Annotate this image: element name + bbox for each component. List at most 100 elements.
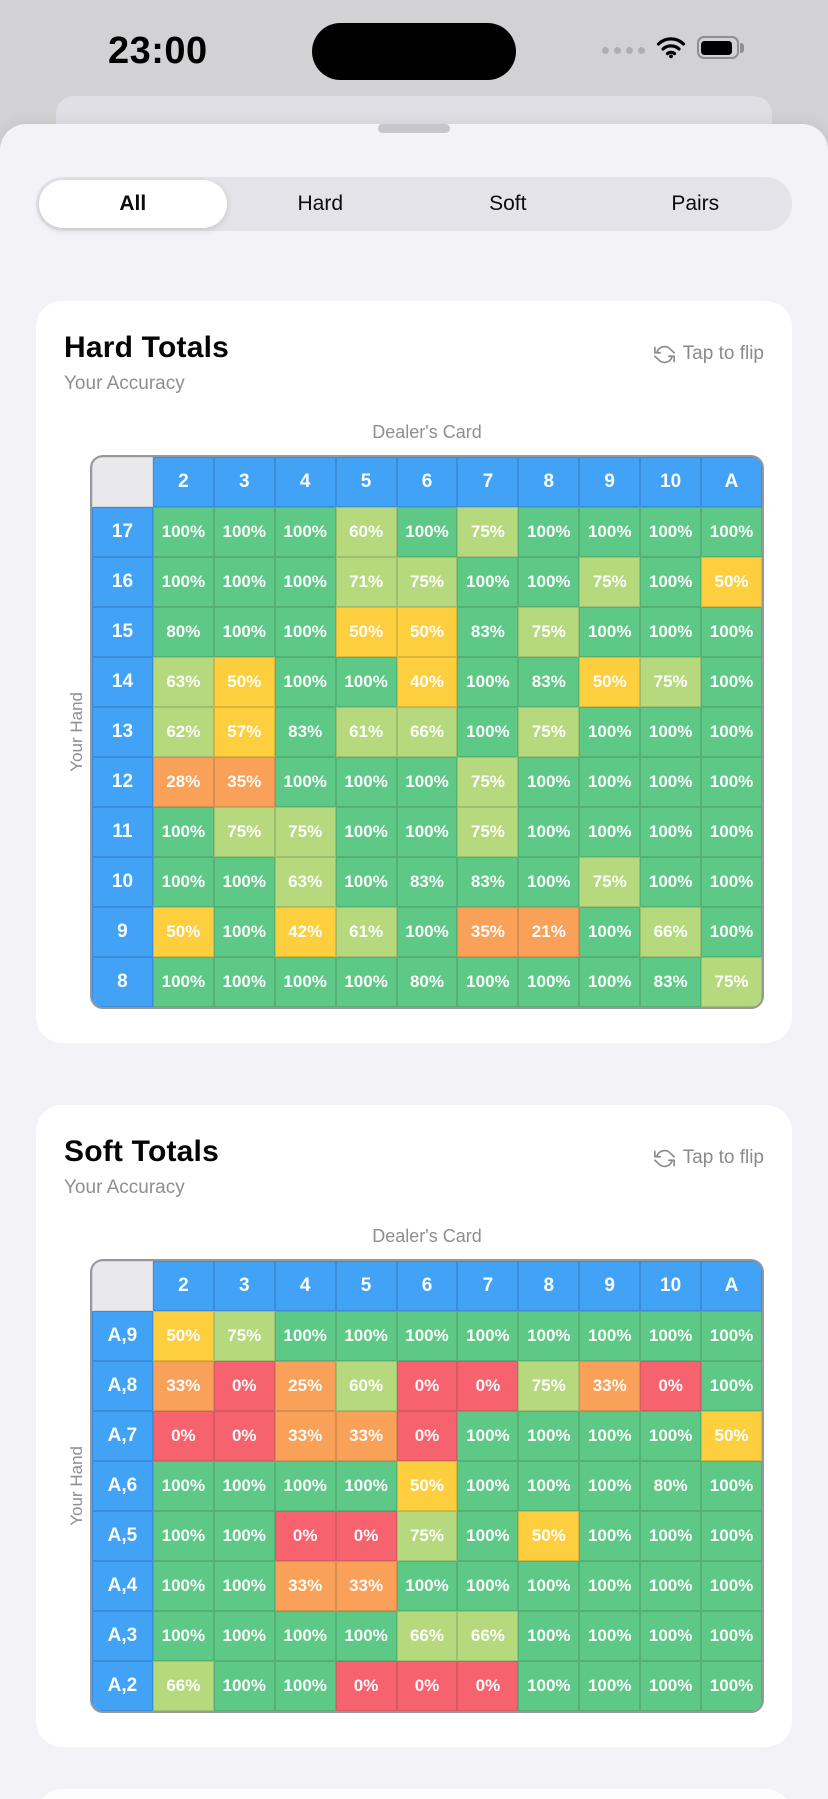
accuracy-cell-11-vs-7: 75% — [457, 807, 519, 857]
accuracy-cell-9-vs-2: 50% — [152, 907, 214, 957]
cards-list: Hard Totals Your Accuracy Tap to flip Deale… — [0, 301, 828, 1747]
card-titles: Soft Totals Your Accuracy — [64, 1135, 219, 1199]
accuracy-cell-14-vs-9: 50% — [579, 657, 641, 707]
accuracy-cell-10-vs-2: 100% — [152, 857, 214, 907]
tab-hard[interactable]: Hard — [297, 192, 344, 215]
status-time: 23:00 — [108, 30, 208, 72]
card-hard-totals[interactable]: Hard Totals Your Accuracy Tap to flip Deale… — [36, 301, 792, 1043]
flip-label: Tap to flip — [682, 1147, 764, 1168]
accuracy-cell-a-3-vs-5: 100% — [335, 1611, 397, 1661]
column-header-7: 7 — [457, 457, 519, 507]
accuracy-cell-10-vs-5: 100% — [335, 857, 397, 907]
card-subtitle: Your Accuracy — [64, 1177, 185, 1198]
card-subtitle: Your Accuracy — [64, 373, 185, 394]
accuracy-cell-a-4-vs-7: 100% — [457, 1561, 519, 1611]
row-label-17: 17 — [92, 507, 153, 557]
accuracy-cell-11-vs-3: 75% — [213, 807, 275, 857]
accuracy-cell-a-9-vs-8: 100% — [518, 1311, 580, 1361]
accuracy-cell-a-4-vs-6: 100% — [396, 1561, 458, 1611]
column-header-9: 9 — [579, 457, 641, 507]
accuracy-cell-8-vs-2: 100% — [152, 957, 214, 1007]
accuracy-cell-9-vs-a: 100% — [701, 907, 762, 957]
tab-soft[interactable]: Soft — [489, 192, 527, 215]
accuracy-cell-a-7-vs-5: 33% — [335, 1411, 397, 1461]
accuracy-cell-a-4-vs-a: 100% — [701, 1561, 762, 1611]
card-titles: Hard Totals Your Accuracy — [64, 331, 229, 395]
sheet-grabber[interactable] — [378, 124, 450, 133]
accuracy-cell-13-vs-9: 100% — [579, 707, 641, 757]
accuracy-cell-a-3-vs-8: 100% — [518, 1611, 580, 1661]
accuracy-cell-12-vs-a: 100% — [701, 757, 762, 807]
accuracy-cell-16-vs-a: 50% — [701, 557, 762, 607]
accuracy-cell-8-vs-a: 75% — [701, 957, 762, 1007]
accuracy-cell-15-vs-6: 50% — [396, 607, 458, 657]
accuracy-cell-11-vs-2: 100% — [152, 807, 214, 857]
segmented-control: All Hard Soft Pairs — [36, 177, 792, 231]
accuracy-cell-a-5-vs-4: 0% — [274, 1511, 336, 1561]
flip-control[interactable]: Tap to flip — [653, 343, 764, 365]
accuracy-cell-a-9-vs-10: 100% — [640, 1311, 702, 1361]
row-label-11: 11 — [92, 807, 153, 857]
accuracy-cell-13-vs-8: 75% — [518, 707, 580, 757]
accuracy-cell-14-vs-8: 83% — [518, 657, 580, 707]
accuracy-cell-8-vs-8: 100% — [518, 957, 580, 1007]
accuracy-cell-15-vs-5: 50% — [335, 607, 397, 657]
accuracy-cell-a-4-vs-2: 100% — [152, 1561, 214, 1611]
accuracy-cell-12-vs-10: 100% — [640, 757, 702, 807]
accuracy-cell-11-vs-a: 100% — [701, 807, 762, 857]
accuracy-cell-a-3-vs-2: 100% — [152, 1611, 214, 1661]
accuracy-table-zone: Your Hand 2 3 4 5 6 7 8 9 10 A 17 100% 100% 100% 60% 100… — [64, 455, 764, 1009]
accuracy-cell-a-7-vs-6: 0% — [396, 1411, 458, 1461]
accuracy-cell-17-vs-10: 100% — [640, 507, 702, 557]
card-soft-totals[interactable]: Soft Totals Your Accuracy Tap to flip Deale… — [36, 1105, 792, 1747]
accuracy-cell-9-vs-8: 21% — [518, 907, 580, 957]
column-header-a: A — [701, 1261, 762, 1311]
accuracy-cell-15-vs-7: 83% — [457, 607, 519, 657]
accuracy-cell-10-vs-a: 100% — [701, 857, 762, 907]
row-label-14: 14 — [92, 657, 153, 707]
accuracy-cell-9-vs-9: 100% — [579, 907, 641, 957]
accuracy-cell-14-vs-10: 75% — [640, 657, 702, 707]
flip-icon — [653, 1148, 675, 1169]
accuracy-cell-16-vs-7: 100% — [457, 557, 519, 607]
accuracy-cell-15-vs-a: 100% — [701, 607, 762, 657]
accuracy-cell-a-2-vs-8: 100% — [518, 1661, 580, 1711]
column-header-8: 8 — [518, 457, 580, 507]
accuracy-cell-14-vs-3: 50% — [213, 657, 275, 707]
accuracy-cell-14-vs-7: 100% — [457, 657, 519, 707]
sheet-stack-edge — [56, 96, 772, 126]
accuracy-cell-14-vs-6: 40% — [396, 657, 458, 707]
row-label-a-5: A,5 — [92, 1511, 153, 1561]
accuracy-cell-15-vs-9: 100% — [579, 607, 641, 657]
tab-all[interactable]: All — [39, 180, 227, 228]
accuracy-cell-16-vs-9: 75% — [579, 557, 641, 607]
accuracy-cell-a-9-vs-5: 100% — [335, 1311, 397, 1361]
accuracy-cell-10-vs-10: 100% — [640, 857, 702, 907]
next-card-peek[interactable] — [36, 1789, 792, 1799]
accuracy-cell-a-2-vs-10: 100% — [640, 1661, 702, 1711]
row-label-8: 8 — [92, 957, 153, 1007]
accuracy-cell-a-6-vs-10: 80% — [640, 1461, 702, 1511]
tab-pairs[interactable]: Pairs — [671, 192, 720, 215]
accuracy-cell-a-8-vs-7: 0% — [457, 1361, 519, 1411]
accuracy-cell-a-9-vs-4: 100% — [274, 1311, 336, 1361]
accuracy-cell-11-vs-4: 75% — [274, 807, 336, 857]
flip-control[interactable]: Tap to flip — [653, 1147, 764, 1169]
accuracy-cell-a-7-vs-2: 0% — [152, 1411, 214, 1461]
accuracy-cell-a-3-vs-a: 100% — [701, 1611, 762, 1661]
accuracy-cell-10-vs-9: 75% — [579, 857, 641, 907]
accuracy-cell-a-5-vs-9: 100% — [579, 1511, 641, 1561]
accuracy-cell-a-9-vs-9: 100% — [579, 1311, 641, 1361]
accuracy-cell-a-5-vs-10: 100% — [640, 1511, 702, 1561]
column-header-4: 4 — [274, 1261, 336, 1311]
accuracy-cell-10-vs-3: 100% — [213, 857, 275, 907]
row-label-a-4: A,4 — [92, 1561, 153, 1611]
accuracy-cell-17-vs-8: 100% — [518, 507, 580, 557]
row-label-a-6: A,6 — [92, 1461, 153, 1511]
accuracy-cell-14-vs-4: 100% — [274, 657, 336, 707]
accuracy-cell-12-vs-3: 35% — [213, 757, 275, 807]
accuracy-cell-a-6-vs-8: 100% — [518, 1461, 580, 1511]
accuracy-cell-a-6-vs-2: 100% — [152, 1461, 214, 1511]
accuracy-cell-a-7-vs-10: 100% — [640, 1411, 702, 1461]
